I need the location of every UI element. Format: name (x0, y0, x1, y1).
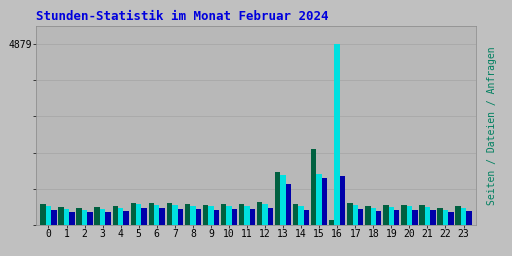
Bar (316, 174, 322, 225)
Bar (425, 207, 430, 225)
Bar (443, 210, 448, 225)
Bar (141, 208, 147, 225)
Bar (95, 207, 100, 225)
Bar (154, 205, 159, 225)
Bar (389, 207, 394, 225)
Bar (190, 206, 196, 225)
Bar (461, 208, 466, 225)
Bar (113, 206, 118, 225)
Text: Stunden-Statistik im Monat Februar 2024: Stunden-Statistik im Monat Februar 2024 (36, 10, 328, 23)
Bar (466, 211, 472, 225)
Bar (347, 202, 353, 225)
Bar (51, 210, 57, 225)
Bar (64, 209, 69, 225)
Bar (239, 204, 244, 225)
Bar (262, 204, 268, 225)
Bar (383, 205, 389, 225)
Text: Seiten / Dateien / Anfragen: Seiten / Dateien / Anfragen (486, 46, 497, 205)
Bar (203, 205, 208, 225)
Bar (358, 209, 364, 225)
Bar (136, 204, 141, 225)
Bar (250, 209, 255, 225)
Bar (178, 209, 183, 225)
Bar (340, 176, 345, 225)
Bar (131, 202, 136, 225)
Bar (226, 206, 231, 225)
Bar (430, 210, 436, 225)
Bar (448, 212, 454, 225)
Bar (311, 149, 316, 225)
Bar (365, 206, 371, 225)
Bar (100, 209, 105, 225)
Bar (407, 206, 412, 225)
Bar (286, 184, 291, 225)
Bar (123, 211, 129, 225)
Bar (281, 175, 286, 225)
Bar (293, 204, 298, 225)
Bar (329, 220, 334, 225)
Bar (221, 204, 226, 225)
Bar (394, 210, 399, 225)
Bar (172, 205, 178, 225)
Bar (275, 172, 281, 225)
Bar (208, 207, 214, 225)
Bar (82, 210, 87, 225)
Bar (268, 208, 273, 225)
Bar (76, 208, 82, 225)
Bar (46, 206, 51, 225)
Bar (196, 209, 201, 225)
Bar (40, 205, 46, 225)
Bar (334, 44, 340, 225)
Bar (419, 205, 425, 225)
Bar (412, 210, 417, 225)
Bar (118, 208, 123, 225)
Bar (376, 211, 381, 225)
Bar (105, 211, 111, 225)
Bar (69, 212, 75, 225)
Bar (244, 206, 250, 225)
Bar (371, 208, 376, 225)
Bar (159, 208, 165, 225)
Bar (257, 202, 262, 225)
Bar (167, 203, 172, 225)
Bar (322, 178, 327, 225)
Bar (401, 205, 407, 225)
Bar (58, 207, 64, 225)
Bar (298, 206, 304, 225)
Bar (185, 204, 190, 225)
Bar (148, 203, 154, 225)
Bar (437, 208, 443, 225)
Bar (455, 206, 461, 225)
Bar (231, 209, 237, 225)
Bar (87, 212, 93, 225)
Bar (214, 210, 219, 225)
Bar (353, 205, 358, 225)
Bar (304, 210, 309, 225)
